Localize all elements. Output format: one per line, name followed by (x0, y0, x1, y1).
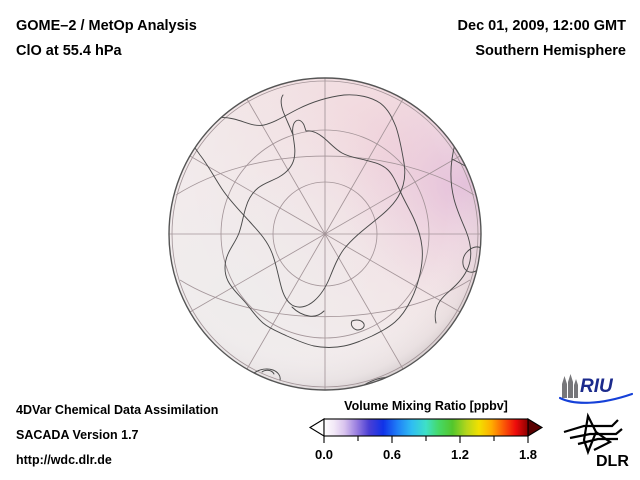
species-pressure-label: ClO at 55.4 hPa (16, 43, 122, 59)
riu-logo: RIU (556, 372, 636, 406)
coastline-antarctic-peninsula (280, 94, 294, 136)
colorbar-tick-2: 1.2 (450, 447, 470, 462)
graticule (169, 78, 481, 390)
colorbar: Volume Mixing Ratio [ppbv] (308, 399, 544, 473)
colorbar-bar (323, 418, 529, 437)
colorbar-ticks (323, 436, 529, 443)
coastline-antarctica (224, 119, 423, 348)
coastline-south-america (183, 94, 406, 308)
dlr-logo-text: DLR (596, 453, 629, 470)
datetime-label: Dec 01, 2009, 12:00 GMT (457, 18, 626, 34)
colorbar-gradient (308, 418, 544, 443)
colorbar-title: Volume Mixing Ratio [ppbv] (344, 399, 508, 413)
coastline-tierra-del-fuego (291, 306, 325, 317)
colorbar-under-arrow (308, 418, 325, 437)
region-label: Southern Hemisphere (475, 43, 626, 59)
coastline-new-zealand (253, 368, 281, 381)
colorbar-tick-3: 1.8 (518, 447, 538, 462)
dlr-mark-icon (563, 412, 623, 456)
colorbar-over-arrow (527, 418, 544, 437)
coastline-falklands (350, 319, 365, 331)
dlr-logo: DLR (560, 412, 636, 470)
globe-limb (168, 77, 482, 391)
page-title: GOME–2 / MetOp Analysis (16, 18, 197, 34)
riu-logo-text: RIU (580, 376, 614, 397)
riu-swoosh-icon (558, 392, 634, 404)
coastline-island-a (261, 369, 275, 375)
version-label: SACADA Version 1.7 (16, 428, 139, 442)
source-url-label[interactable]: http://wdc.dlr.de (16, 453, 112, 467)
orthographic-globe-map (166, 75, 484, 393)
coastlines (183, 82, 481, 389)
colorbar-tick-1: 0.6 (382, 447, 402, 462)
colorbar-tick-0: 0.0 (314, 447, 334, 462)
parallel-arc-far-2 (175, 155, 475, 196)
riu-tower-icon (562, 374, 578, 398)
colorbar-tick-labels: 0.0 0.6 1.2 1.8 (308, 447, 544, 467)
dlr-logo-svg: DLR (563, 412, 629, 470)
globe-svg (168, 77, 482, 391)
riu-logo-svg: RIU (558, 374, 634, 404)
parallel-arc-far-1 (179, 279, 471, 318)
method-label: 4DVar Chemical Data Assimilation (16, 403, 219, 417)
